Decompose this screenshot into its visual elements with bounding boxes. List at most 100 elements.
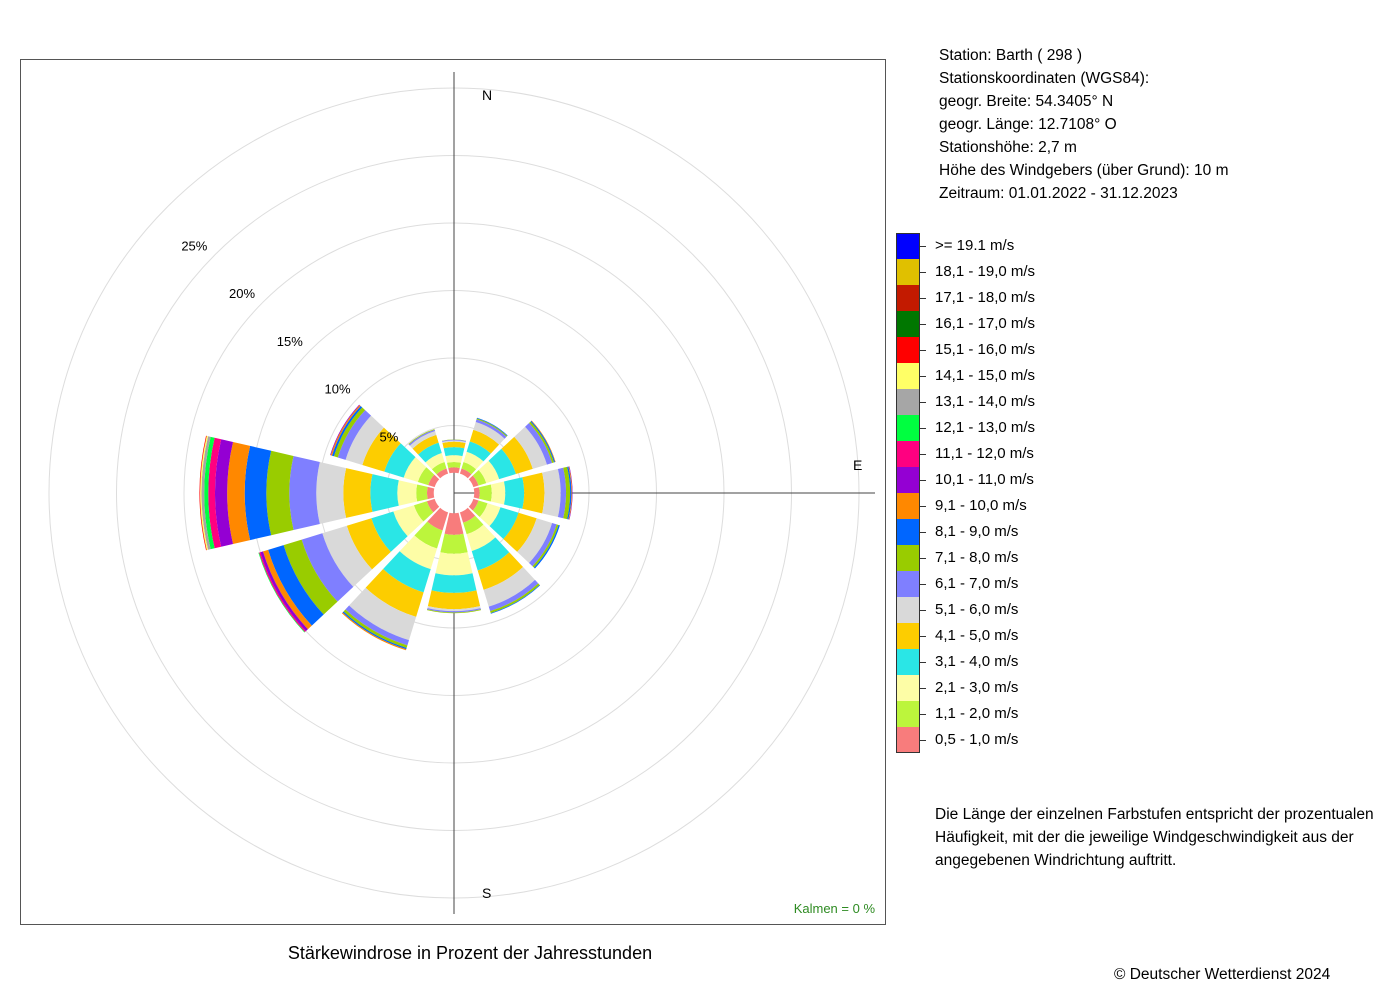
radial-label-25: 25% xyxy=(181,238,207,253)
sector-270-class-2 xyxy=(397,480,418,506)
legend-swatch xyxy=(896,233,920,259)
sector-150-class-0 xyxy=(459,507,476,523)
legend-label: 17,1 - 18,0 m/s xyxy=(935,289,1036,306)
sector-210-class-7 xyxy=(343,609,408,648)
sector-270-class-8 xyxy=(244,445,272,541)
sector-30-class-1 xyxy=(461,462,477,475)
sector-0 xyxy=(441,439,467,474)
sector-150-class-6 xyxy=(488,579,539,612)
sector-60-class-3 xyxy=(488,448,516,480)
sector-150-class-4 xyxy=(477,552,524,590)
sector-270-class-4 xyxy=(343,468,373,518)
legend-item: 8,1 - 9,0 m/s xyxy=(896,519,1096,545)
sector-120-class-3 xyxy=(489,507,519,540)
sector-270-class-1 xyxy=(416,484,428,502)
legend-swatch xyxy=(896,493,920,519)
legend-swatch xyxy=(896,545,920,571)
legend-item: 15,1 - 16,0 m/s xyxy=(896,337,1096,363)
sector-240-class-8 xyxy=(268,545,324,626)
legend-swatch xyxy=(896,363,920,389)
sector-90-class-5 xyxy=(542,469,561,517)
sector-240-class-3 xyxy=(371,511,408,552)
sector-330-class-1 xyxy=(431,462,447,475)
sector-270 xyxy=(199,435,435,551)
sector-270-class-10 xyxy=(215,439,234,547)
legend-swatch xyxy=(896,675,920,701)
sector-210-class-5 xyxy=(349,587,417,641)
sector-150-class-3 xyxy=(471,537,510,571)
legend-tick xyxy=(920,610,926,611)
sector-300-class-4 xyxy=(362,427,401,472)
legend-swatch xyxy=(896,597,920,623)
sector-240-class-5 xyxy=(322,525,373,587)
sector-180 xyxy=(426,512,482,614)
legend-item: 11,1 - 12,0 m/s xyxy=(896,441,1096,467)
sector-120-class-0 xyxy=(468,498,479,511)
sector-240-class-6 xyxy=(301,533,354,602)
sector-0-class-1 xyxy=(447,461,461,469)
legend-label: 9,1 - 10,0 m/s xyxy=(935,497,1027,514)
sector-60 xyxy=(468,420,556,488)
legend-item: 4,1 - 5,0 m/s xyxy=(896,623,1096,649)
legend-swatch xyxy=(896,311,920,337)
wind-rose-plot: 5% 10% 15% 20% 25% N E S Kalmen = 0 % xyxy=(20,59,886,925)
sector-30-class-3 xyxy=(466,441,491,462)
speed-legend: >= 19.1 m/s 18,1 - 19,0 m/s 17,1 - 18,0 m/… xyxy=(896,233,1096,753)
sector-240-class-4 xyxy=(346,518,391,570)
legend-tick xyxy=(920,584,926,585)
sector-300-class-3 xyxy=(384,443,416,478)
sector-180-class-3 xyxy=(431,573,477,593)
cardinal-label-n: N xyxy=(482,87,492,103)
copyright: © Deutscher Wetterdienst 2024 xyxy=(1114,966,1331,983)
sector-300 xyxy=(330,404,440,488)
sector-0-class-2 xyxy=(445,455,463,463)
sector-210-class-6 xyxy=(345,605,410,646)
sector-90-class-1 xyxy=(478,484,492,502)
legend-tick xyxy=(920,662,926,663)
legend-tick xyxy=(920,740,926,741)
legend-item: 3,1 - 4,0 m/s xyxy=(896,649,1096,675)
legend-item: 17,1 - 18,0 m/s xyxy=(896,285,1096,311)
cardinal-label-s: S xyxy=(482,885,491,901)
sector-210-class-0 xyxy=(427,507,449,531)
sector-90-class-7 xyxy=(563,466,571,520)
sector-60-class-6 xyxy=(525,423,553,465)
legend-item: 12,1 - 13,0 m/s xyxy=(896,415,1096,441)
legend-tick xyxy=(920,324,926,325)
sector-270-class-9 xyxy=(227,441,251,545)
sector-330-class-2 xyxy=(425,452,445,470)
legend-swatch xyxy=(896,389,920,415)
station-info: Station: Barth ( 298 ) Stationskoordinat… xyxy=(939,44,1228,205)
legend-swatch xyxy=(896,649,920,675)
legend-swatch xyxy=(896,259,920,285)
sector-180-class-0 xyxy=(444,512,464,535)
chart-title: Stärkewindrose in Prozent der Jahresstun… xyxy=(287,943,653,963)
legend-item: 13,1 - 14,0 m/s xyxy=(896,389,1096,415)
sector-30-class-4 xyxy=(469,429,500,454)
sector-330-class-5 xyxy=(409,431,437,449)
sector-330-class-6 xyxy=(408,429,436,446)
sector-180-class-7 xyxy=(426,609,482,614)
explanation-text: Die Länge der einzelnen Farbstufen entsp… xyxy=(935,806,1374,869)
legend-label: 2,1 - 3,0 m/s xyxy=(935,679,1019,696)
legend-tick xyxy=(920,636,926,637)
legend-tick xyxy=(920,246,926,247)
sector-60-class-1 xyxy=(472,469,487,486)
sector-270-class-11 xyxy=(208,437,222,549)
sector-0-class-5 xyxy=(442,440,466,444)
legend-swatch xyxy=(896,285,920,311)
sector-90-class-2 xyxy=(490,481,506,505)
latitude: geogr. Breite: 54.3405° N xyxy=(939,93,1114,110)
sector-120-class-7 xyxy=(532,524,559,568)
sector-240-class-0 xyxy=(426,498,440,513)
legend-label: 5,1 - 6,0 m/s xyxy=(935,601,1019,618)
legend-tick xyxy=(920,298,926,299)
elevation: Stationshöhe: 2,7 m xyxy=(939,139,1077,156)
sector-240-class-10 xyxy=(260,551,308,632)
sector-210-class-1 xyxy=(414,521,443,549)
legend-swatch xyxy=(896,701,920,727)
station-line: Station: Barth ( 298 ) xyxy=(939,47,1083,64)
legend-swatch xyxy=(896,467,920,493)
sector-270-class-12 xyxy=(204,436,215,550)
calm-label: Kalmen = 0 % xyxy=(793,901,875,916)
